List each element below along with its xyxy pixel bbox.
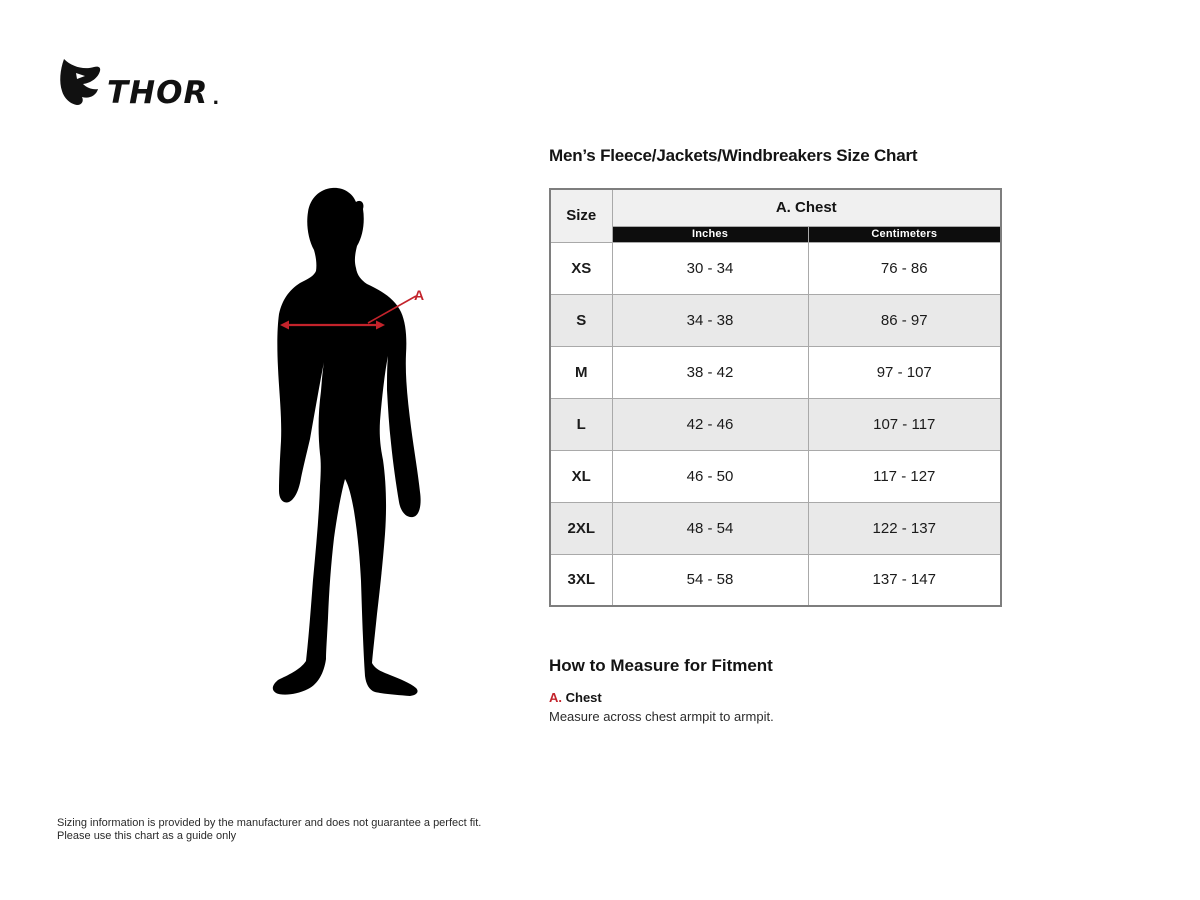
centimeters-cell: 137 - 147 xyxy=(807,553,1002,607)
table-row-m: M 38 - 42 97 - 107 xyxy=(549,345,1002,399)
size-cell: XS xyxy=(549,241,613,295)
column-header-size: Size xyxy=(549,188,613,243)
column-header-inches: Inches xyxy=(611,225,809,243)
column-header-chest: A. Chest xyxy=(611,188,1002,227)
brand-mark: . xyxy=(212,88,220,109)
measure-guide-title: How to Measure for Fitment xyxy=(549,656,773,675)
table-unit-row: Inches Centimeters xyxy=(550,225,1002,243)
brand-logo: THOR . xyxy=(57,58,219,111)
centimeters-cell: 76 - 86 xyxy=(807,241,1002,295)
centimeters-cell: 107 - 117 xyxy=(807,397,1002,451)
table-header-row: Size A. Chest xyxy=(549,188,1002,243)
thor-goat-head-icon xyxy=(57,58,103,111)
chest-pointer-label: A xyxy=(414,287,424,303)
inches-cell: 34 - 38 xyxy=(611,293,809,347)
size-cell: XL xyxy=(549,449,613,503)
centimeters-cell: 97 - 107 xyxy=(807,345,1002,399)
inches-cell: 46 - 50 xyxy=(611,449,809,503)
measurement-figure: A xyxy=(268,186,443,711)
measure-item-chest: A. Chest Measure across chest armpit to … xyxy=(549,690,969,724)
disclaimer-line-2: Please use this chart as a guide only xyxy=(57,829,237,842)
table-row-xl: XL 46 - 50 117 - 127 xyxy=(549,449,1002,503)
centimeters-cell: 122 - 137 xyxy=(807,501,1002,555)
size-cell: L xyxy=(549,397,613,451)
male-silhouette-graphic: A xyxy=(272,187,424,696)
centimeters-cell: 117 - 127 xyxy=(807,449,1002,503)
measure-item-key: A. xyxy=(549,690,562,705)
measure-guide-section: How to Measure for Fitment A. Chest Meas… xyxy=(549,656,969,724)
table-row-3xl: 3XL 54 - 58 137 - 147 xyxy=(549,553,1002,607)
size-cell: 3XL xyxy=(549,553,613,607)
inches-cell: 48 - 54 xyxy=(611,501,809,555)
disclaimer-line-1: Sizing information is provided by the ma… xyxy=(57,817,482,829)
measure-item-description: Measure across chest armpit to armpit. xyxy=(549,709,774,724)
size-cell: S xyxy=(549,293,613,347)
table-row-l: L 42 - 46 107 - 117 xyxy=(549,397,1002,451)
inches-cell: 38 - 42 xyxy=(611,345,809,399)
table-row-s: S 34 - 38 86 - 97 xyxy=(549,293,1002,347)
size-chart-table: Size A. Chest Inches Centimeters XS 30 -… xyxy=(549,188,1002,607)
chest-measurement-arrow xyxy=(280,295,417,330)
inches-cell: 42 - 46 xyxy=(611,397,809,451)
sizing-disclaimer: Sizing information is provided by the ma… xyxy=(57,817,481,842)
table-row-xs: XS 30 - 34 76 - 86 xyxy=(549,241,1002,295)
size-cell: M xyxy=(549,345,613,399)
column-header-centimeters: Centimeters xyxy=(807,225,1002,243)
measure-item-label: Chest xyxy=(565,690,602,705)
size-chart-title: Men’s Fleece/Jackets/Windbreakers Size C… xyxy=(549,146,918,165)
size-cell: 2XL xyxy=(549,501,613,555)
inches-cell: 30 - 34 xyxy=(611,241,809,295)
inches-cell: 54 - 58 xyxy=(611,553,809,607)
table-row-2xl: 2XL 48 - 54 122 - 137 xyxy=(549,501,1002,555)
centimeters-cell: 86 - 97 xyxy=(807,293,1002,347)
brand-name: THOR xyxy=(107,75,209,111)
